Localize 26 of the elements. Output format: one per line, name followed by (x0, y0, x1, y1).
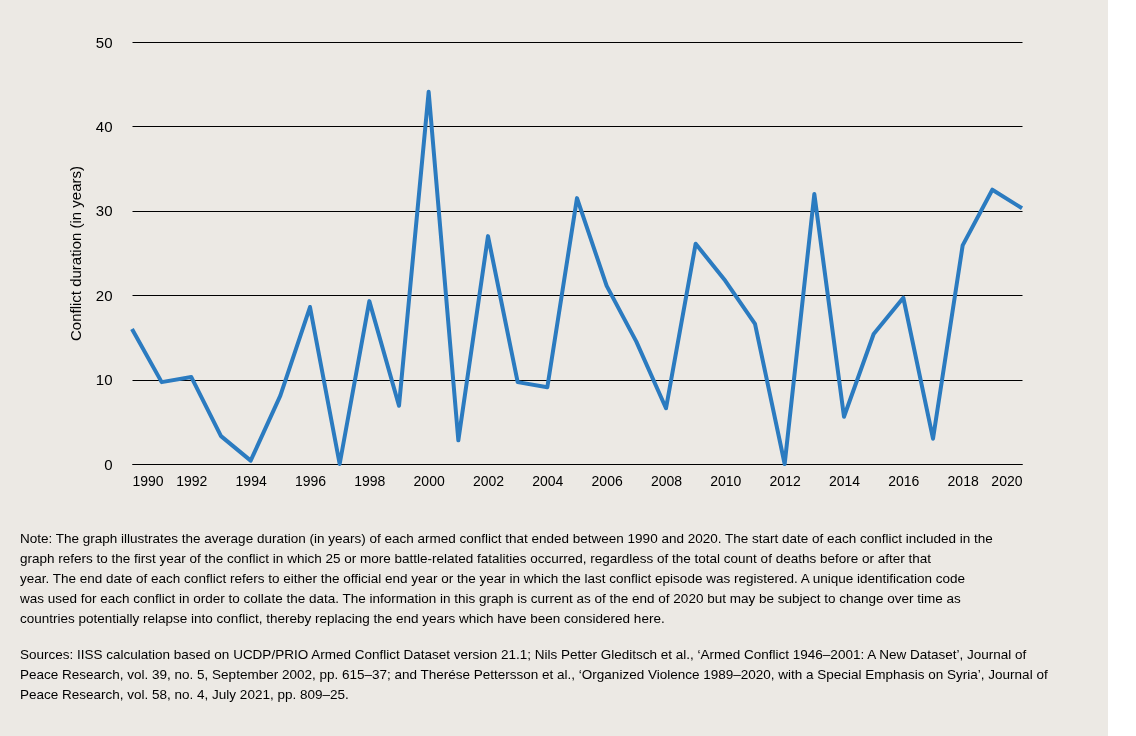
y-tick-label: 20 (95, 286, 113, 304)
text: Note: The graph illustrates the average duration (in years) of each armed conflict that ended between 1990 and 2020. The start date of each conflict included in the graph refers to the first year of the conflict in which 25 or more battle-related fatalities occurred, regardless of the total count of deaths before or after that year. The end date of each conflict refers to either the official end year or the year in which the last conflict episode was registered. A unique identification code was used for each conflict in order to collate the data. The information in this graph is current as of the end of 2020 but may be subject to change over time as countries potentially relapse into conflict, thereby replacing the end years which have been considered here. (19, 531, 993, 626)
x-tick-label: 2018 (947, 472, 979, 489)
x-tick-label: 2008 (650, 472, 683, 489)
y-tick-label: 10 (95, 371, 113, 389)
line-series (130, 89, 1024, 466)
y-tick-label: 50 (95, 33, 113, 51)
x-tick-label: 2002 (472, 472, 505, 489)
y-axis-title: Conflict duration (in years) (66, 165, 84, 342)
x-tick-label: 2020 (991, 472, 1023, 489)
x-tick-label: 1992 (176, 472, 208, 489)
x-tick-label: 2010 (710, 472, 742, 489)
x-tick-label: 1994 (235, 472, 267, 489)
x-tick-label: 1998 (354, 472, 386, 489)
y-tick-label: 40 (95, 117, 113, 135)
y-tick-label: 0 (104, 455, 113, 473)
x-tick-label: 2006 (591, 472, 623, 489)
x-tick-label: 2004 (532, 472, 564, 489)
x-tick-label: 2012 (769, 472, 801, 489)
x-tick-label: 2014 (828, 472, 861, 489)
x-tick-label: 1996 (294, 472, 327, 489)
x-tick-label: 1990 (132, 472, 164, 489)
y-tick-label: 30 (95, 202, 113, 220)
x-tick-label: 2016 (888, 472, 920, 489)
x-tick-label: 2000 (413, 472, 445, 489)
source-note: Sources: IISS calculation based on UCDP/PRIO Armed Conflict Dataset version 21.1; Nils Petter Gleditsch et al., ‘Armed Conflict 1946–2001: A New Dataset’, Journal of Peace Research, vol. 39, no. 5, September 2002, pp. 615–37; and Therése Pettersson et al., ‘Organized Violence 1989–2020, with a Special Emphasis on Syria’, Journal of Peace Research, vol. 58, no. 4, July 2021, pp. 809–25. (20, 647, 1048, 702)
